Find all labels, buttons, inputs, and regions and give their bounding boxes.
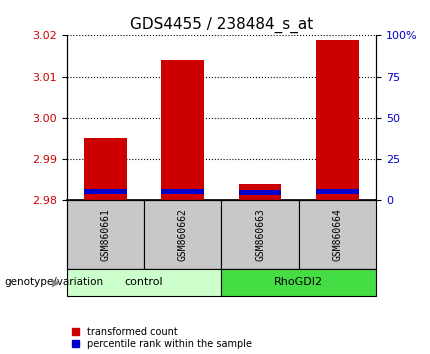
Bar <box>239 190 281 195</box>
Bar <box>316 189 359 194</box>
Text: GSM860663: GSM860663 <box>255 208 265 261</box>
Bar <box>84 189 126 194</box>
Text: genotype/variation: genotype/variation <box>4 277 104 287</box>
Bar <box>162 60 204 200</box>
Bar <box>162 189 204 194</box>
Text: ▶: ▶ <box>52 277 60 287</box>
Text: GSM860662: GSM860662 <box>178 208 188 261</box>
Legend: transformed count, percentile rank within the sample: transformed count, percentile rank withi… <box>71 327 252 349</box>
Bar <box>67 269 221 296</box>
Bar <box>239 183 281 200</box>
Bar <box>316 40 359 200</box>
Bar <box>144 200 221 269</box>
Text: RhoGDI2: RhoGDI2 <box>274 277 323 287</box>
Text: GSM860661: GSM860661 <box>100 208 111 261</box>
Bar <box>67 200 144 269</box>
Title: GDS4455 / 238484_s_at: GDS4455 / 238484_s_at <box>130 16 313 33</box>
Bar <box>221 269 376 296</box>
Text: control: control <box>125 277 163 287</box>
Bar <box>84 138 126 200</box>
Bar <box>221 200 299 269</box>
Bar <box>299 200 376 269</box>
Text: GSM860664: GSM860664 <box>332 208 343 261</box>
